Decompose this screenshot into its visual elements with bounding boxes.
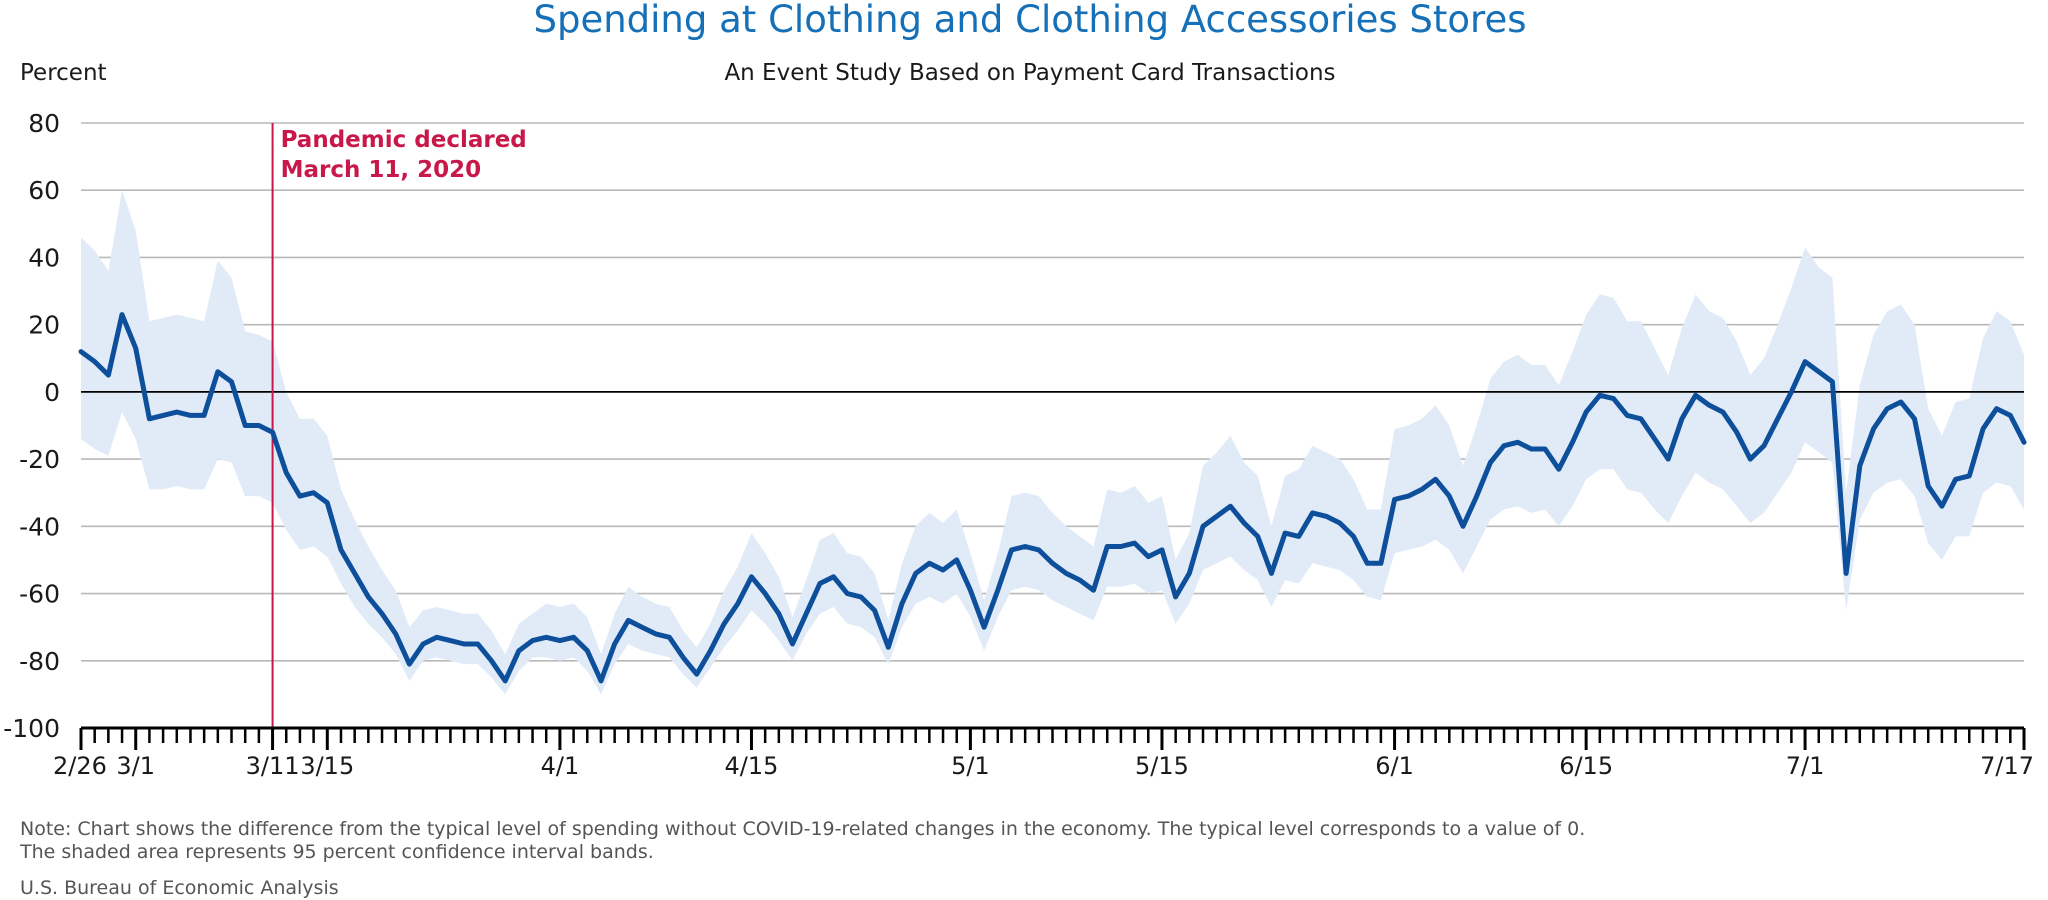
y-tick-label: 60: [28, 176, 60, 205]
x-tick-label: 3/11: [246, 752, 300, 780]
series-line-layer: [78, 312, 2027, 684]
annotation-line-2: March 11, 2020: [281, 157, 482, 183]
x-tick-label: 7/17: [1980, 752, 2034, 780]
y-tick-label: 0: [44, 378, 60, 407]
y-tick-label: -60: [19, 580, 60, 609]
y-tick-label: 20: [28, 311, 60, 340]
y-tick-label: -100: [3, 714, 60, 743]
confidence-band-layer: [81, 190, 2024, 695]
chart-subtitle: An Event Study Based on Payment Card Tra…: [724, 60, 1335, 86]
y-tick-label: 80: [28, 109, 60, 138]
x-tick-label: 6/15: [1559, 752, 1613, 780]
chart-title: Spending at Clothing and Clothing Access…: [533, 0, 1526, 41]
x-tick-label: 4/15: [725, 752, 779, 780]
x-tick-label: 7/1: [1786, 752, 1825, 780]
x-tick-label: 6/1: [1375, 752, 1414, 780]
chart-note-line-1: Note: Chart shows the difference from th…: [20, 818, 1585, 840]
annotation-line-1: Pandemic declared: [281, 127, 527, 153]
x-tick-label: 5/15: [1135, 752, 1189, 780]
x-tick-label: 3/1: [116, 752, 155, 780]
y-tick-label: -20: [19, 445, 60, 474]
confidence-band: [81, 190, 2024, 695]
y-tick-label: 40: [28, 243, 60, 272]
x-tick-label: 4/1: [541, 752, 580, 780]
chart-note-line-2: The shaded area represents 95 percent co…: [19, 841, 654, 863]
x-axis: 2/26 3/1 3/11 3/15 4/1 4/15 5/1 5/15 6/1 6/15 7/1 7…: [53, 726, 2034, 780]
y-tick-label: -40: [19, 512, 60, 541]
series-line: [78, 312, 2027, 684]
x-tick-label: 5/1: [951, 752, 990, 780]
y-axis-label: Percent: [20, 60, 107, 86]
y-tick-label: -80: [19, 647, 60, 676]
x-tick-label: 2/26: [53, 752, 107, 780]
x-tick-label: 3/15: [300, 752, 354, 780]
y-tick-labels: 80 60 40 20 0 -20 -40 -60 -80 -100: [3, 109, 60, 743]
annotation-layer: Pandemic declared March 11, 2020: [271, 123, 527, 728]
source-label: U.S. Bureau of Economic Analysis: [20, 877, 339, 899]
